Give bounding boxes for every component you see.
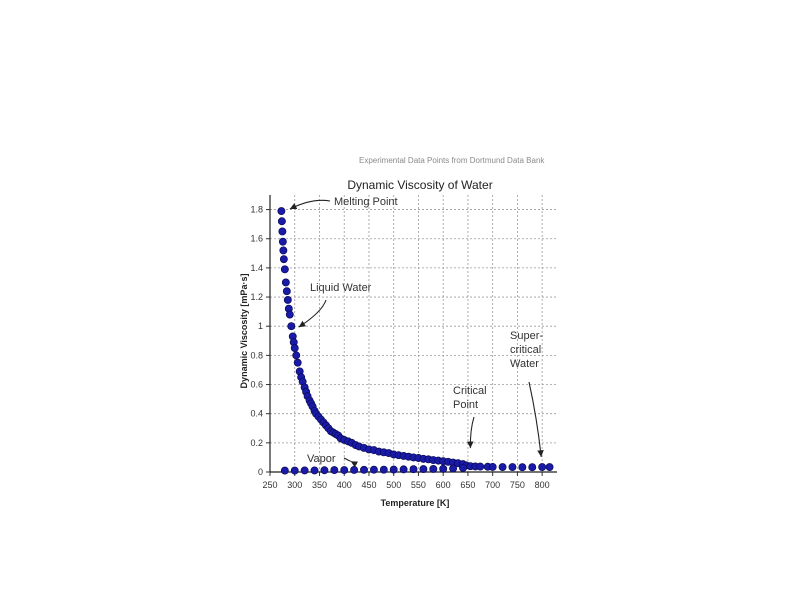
- x-tick-label: 450: [361, 480, 376, 490]
- data-point: [278, 227, 287, 236]
- annotation-label: critical: [510, 344, 541, 356]
- data-point: [399, 465, 408, 474]
- annotation-label: Point: [453, 399, 478, 411]
- data-point: [279, 255, 288, 264]
- annotations: Melting Point Liquid Water Super-critical W…: [289, 196, 544, 468]
- data-point: [429, 464, 438, 473]
- x-tick-label: 600: [436, 480, 451, 490]
- data-point: [498, 463, 507, 471]
- y-tick-label: 1.2: [250, 292, 263, 302]
- data-point: [379, 465, 388, 474]
- data-point: [280, 466, 289, 475]
- data-point: [476, 462, 485, 471]
- data-point: [282, 287, 291, 296]
- y-tick-label: 1.4: [250, 263, 263, 273]
- x-tick-label: 250: [262, 480, 277, 490]
- annotation-arrow: [289, 199, 331, 210]
- data-point: [518, 463, 527, 472]
- x-tick-label: 350: [312, 480, 327, 490]
- data-point: [290, 344, 299, 353]
- annotation-label: Melting Point: [334, 196, 398, 208]
- data-point: [538, 463, 547, 471]
- data-point: [300, 466, 309, 475]
- data-point: [545, 463, 554, 471]
- data-point: [340, 466, 349, 475]
- data-point: [449, 464, 458, 473]
- data-point: [283, 296, 292, 304]
- y-tick-label: 0.6: [250, 380, 263, 390]
- annotation-arrow: [528, 381, 544, 457]
- data-points: [277, 207, 554, 475]
- y-tick-label: 0.8: [250, 350, 263, 360]
- y-axis-title: Dynamic Viscosity [mPa·s]: [239, 274, 249, 389]
- x-tick-label: 550: [411, 480, 426, 490]
- annotation-label: Water: [510, 358, 539, 370]
- data-point: [292, 351, 301, 360]
- data-point: [287, 322, 296, 331]
- annotation-label: Vapor: [307, 453, 336, 465]
- data-point: [528, 463, 537, 472]
- chart-title: Dynamic Viscosity of Water: [347, 178, 492, 192]
- annotation-arrow: [298, 299, 327, 328]
- x-axis-title: Temperature [K]: [381, 498, 450, 508]
- y-tick-label: 1.8: [250, 205, 263, 215]
- data-point: [389, 465, 398, 474]
- data-point: [279, 246, 288, 255]
- y-tick-label: 0: [258, 467, 263, 477]
- annotation-label: Critical: [453, 385, 487, 397]
- y-tick-label: 0.2: [250, 438, 263, 448]
- data-point: [439, 464, 448, 473]
- data-point: [419, 465, 428, 474]
- data-point: [409, 465, 418, 474]
- x-tick-label: 300: [287, 480, 302, 490]
- x-tick-label: 700: [485, 480, 500, 490]
- source-note: Experimental Data Points from Dortmund D…: [359, 156, 545, 165]
- data-point: [310, 466, 319, 475]
- data-point: [350, 466, 359, 474]
- data-point: [369, 465, 378, 474]
- data-point: [285, 310, 294, 319]
- data-point: [280, 265, 289, 274]
- y-tick-label: 1.6: [250, 234, 263, 244]
- axes: 250 300 350 400 450 500 550 600 650 700 750 800 0 0.2…: [250, 195, 557, 490]
- y-tick-label: 1: [258, 321, 263, 331]
- x-tick-label: 400: [337, 480, 352, 490]
- annotation-arrow: [466, 416, 475, 449]
- data-point: [320, 466, 329, 475]
- annotation-label: Liquid Water: [310, 282, 372, 294]
- data-point: [281, 278, 290, 287]
- data-point: [330, 466, 339, 475]
- data-point: [278, 237, 287, 246]
- data-point: [293, 358, 302, 367]
- x-tick-label: 500: [386, 480, 401, 490]
- y-tick-label: 0.4: [250, 409, 263, 419]
- data-point: [277, 217, 286, 226]
- annotation-label: Super-: [510, 330, 543, 342]
- data-point: [277, 207, 286, 215]
- x-tick-label: 650: [460, 480, 475, 490]
- data-point: [488, 462, 497, 471]
- data-point: [360, 465, 368, 474]
- data-point: [459, 463, 467, 472]
- annotation-arrow: [343, 457, 359, 468]
- x-tick-label: 800: [535, 480, 550, 490]
- data-point: [508, 463, 517, 471]
- data-point: [290, 466, 299, 475]
- x-tick-label: 750: [510, 480, 525, 490]
